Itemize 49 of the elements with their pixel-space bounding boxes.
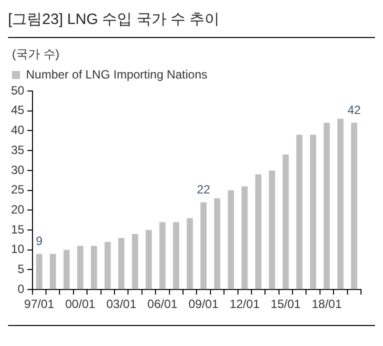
y-tick-label: 15: [10, 222, 25, 236]
y-tick-label: 40: [10, 123, 25, 138]
y-tick-label: 45: [10, 103, 25, 118]
bar: [186, 218, 193, 290]
bar: [90, 246, 98, 290]
bar: [268, 170, 276, 290]
bar: [118, 238, 124, 290]
y-tick-label: 5: [18, 262, 25, 276]
bar: [337, 118, 344, 290]
bar: [146, 230, 152, 290]
x-tick-label: 00/01: [65, 297, 96, 312]
y-axis-title: (국가 수): [11, 46, 60, 63]
bar: [132, 234, 138, 290]
bar: [282, 154, 289, 290]
x-tick-label: 09/01: [188, 297, 219, 312]
data-label: 22: [196, 182, 211, 197]
bar: [324, 122, 330, 290]
x-tick-label: 15/01: [270, 297, 302, 312]
y-tick-label: 30: [10, 162, 25, 177]
y-tick-label: 20: [10, 202, 25, 216]
x-tick-label: 97/01: [24, 297, 55, 312]
bar: [36, 254, 42, 290]
bar: [255, 174, 262, 290]
y-tick-label: 0: [18, 282, 25, 296]
bar: [64, 250, 70, 290]
bar: [200, 202, 207, 290]
bar: [242, 186, 248, 290]
chart-title: [그림23] LNG 수입 국가 수 추이: [8, 10, 221, 30]
legend-label: Number of LNG Importing Nations: [26, 67, 208, 82]
x-tick-label: 03/01: [106, 297, 137, 312]
bar: [310, 134, 316, 290]
y-tick-label: 10: [10, 242, 25, 256]
bar: [228, 190, 234, 290]
x-tick-label: 12/01: [230, 297, 260, 312]
x-tick-label: 18/01: [312, 297, 342, 312]
x-tick-label: 06/01: [147, 297, 178, 312]
bar: [77, 246, 84, 290]
data-label: 9: [36, 234, 43, 248]
bar: [159, 222, 166, 290]
bar: [173, 222, 180, 290]
bar: [296, 134, 302, 290]
bar: [104, 242, 111, 290]
bar: [214, 198, 220, 290]
bar: [50, 254, 56, 290]
y-tick-label: 25: [10, 182, 25, 197]
data-label: 42: [347, 103, 362, 118]
bar: [351, 122, 358, 290]
y-tick-label: 35: [10, 142, 25, 157]
y-tick-label: 50: [10, 83, 25, 98]
